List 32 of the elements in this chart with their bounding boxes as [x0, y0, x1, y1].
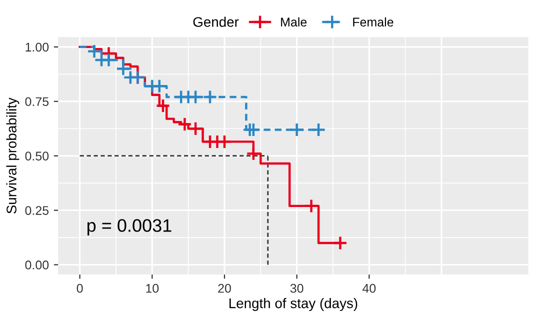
- point: [156, 98, 170, 114]
- point: [246, 122, 261, 138]
- point: [116, 61, 131, 76]
- point: [101, 52, 116, 68]
- annotation: p = 0.0031: [87, 219, 172, 236]
- y-axis-title: Survival probability: [6, 98, 20, 214]
- point: [152, 78, 167, 94]
- point: [86, 44, 102, 59]
- point: [188, 121, 203, 136]
- point: [311, 122, 326, 138]
- y-tick-label: 1.00: [26, 42, 49, 52]
- point: [304, 198, 319, 214]
- x-tick-label: 40: [362, 284, 376, 293]
- point: [217, 134, 232, 150]
- legend-label: Female: [353, 17, 394, 27]
- point: [289, 122, 304, 138]
- legend-label: Male: [281, 17, 307, 27]
- legend-title: Gender: [193, 16, 239, 27]
- x-tick-label: 30: [290, 284, 304, 293]
- y-tick-label: 0.75: [25, 97, 49, 106]
- x-tick-label: 10: [146, 284, 159, 293]
- point: [246, 146, 261, 162]
- y-tick-label: 0.50: [25, 152, 49, 160]
- y-tick-label: 0.00: [25, 260, 49, 270]
- x-tick-label: 20: [218, 284, 231, 293]
- point: [177, 116, 192, 132]
- point: [332, 236, 348, 250]
- x-tick-label: 0: [76, 284, 83, 293]
- x-axis-title: Length of stay (days): [230, 298, 358, 311]
- point: [202, 90, 218, 104]
- y-tick-label: 0.25: [25, 206, 49, 215]
- point: [188, 90, 203, 104]
